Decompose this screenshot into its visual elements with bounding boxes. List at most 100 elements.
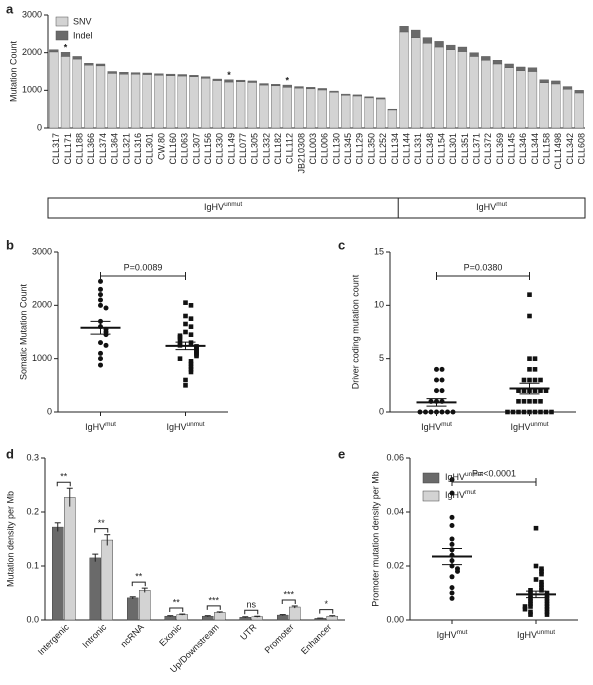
data-point <box>177 337 183 343</box>
data-point <box>188 316 194 321</box>
data-point <box>183 313 188 319</box>
data-point <box>521 409 527 415</box>
data-point <box>439 388 445 394</box>
data-point <box>538 377 543 383</box>
bar-segment <box>562 89 573 129</box>
data-point <box>98 292 103 298</box>
data-point <box>539 566 544 571</box>
sig-bracket <box>169 607 184 613</box>
x-tick-label: IgHVmut <box>421 421 452 432</box>
panel-label: c <box>338 237 345 252</box>
y-tick-label: 0.1 <box>26 560 39 570</box>
x-tick-label: UTR <box>238 622 259 643</box>
bar-segment <box>107 71 117 74</box>
x-tick-label: CLL351 <box>460 133 470 165</box>
bar-segment <box>84 64 94 129</box>
x-tick-label: Exonic <box>157 622 184 649</box>
bar-segment <box>130 73 141 129</box>
x-tick-label: IgHVunmut <box>166 421 204 432</box>
x-tick-label: CLL171 <box>63 133 73 165</box>
sig-label: ** <box>173 597 181 607</box>
x-tick-label: CLL252 <box>378 133 388 165</box>
label-sup: unmut <box>186 421 204 428</box>
x-tick-label: CLL342 <box>565 133 575 165</box>
bar <box>127 597 139 621</box>
data-point <box>538 388 543 393</box>
x-tick-label: CLL156 <box>203 133 213 165</box>
data-point <box>434 377 439 383</box>
y-tick-label: 0.00 <box>386 614 404 624</box>
y-tick-label: 3000 <box>22 9 42 19</box>
bar-segment <box>142 74 152 129</box>
x-tick-label: CLL145 <box>506 133 516 165</box>
y-axis-title: Mutation Count <box>8 40 18 102</box>
bar <box>176 614 188 621</box>
bar-segment <box>446 44 456 50</box>
y-tick-label: 0.0 <box>26 614 39 624</box>
label-sup: mut <box>465 489 476 496</box>
bar <box>214 612 226 621</box>
bar-segment <box>411 29 421 38</box>
panel-label: e <box>338 446 345 461</box>
data-point <box>532 388 538 393</box>
label-sup: unmut <box>537 629 555 636</box>
x-tick-label: CLL372 <box>483 133 493 165</box>
data-point <box>449 536 455 542</box>
data-point <box>449 590 455 596</box>
bar-segment <box>422 37 433 44</box>
y-tick-label: 0.2 <box>26 506 39 516</box>
y-tick-label: 0 <box>379 406 384 416</box>
data-point <box>417 409 423 415</box>
bar-segment <box>247 82 257 129</box>
data-point <box>188 364 194 369</box>
bar-segment <box>387 108 398 111</box>
data-point <box>439 377 445 383</box>
data-point <box>521 377 527 383</box>
data-point <box>532 399 538 404</box>
p-value: P=0.0380 <box>464 262 503 272</box>
data-point <box>544 604 550 609</box>
x-tick-label: CLL371 <box>471 133 481 165</box>
sig-bracket <box>206 605 221 610</box>
x-tick-label: CLL003 <box>308 133 318 165</box>
data-point <box>543 409 549 415</box>
data-point <box>528 590 533 596</box>
data-point <box>538 409 543 415</box>
x-tick-label: CLL1498 <box>553 133 563 170</box>
group-box <box>47 197 586 219</box>
bar-segment <box>341 95 351 129</box>
data-point <box>449 541 455 547</box>
legend-swatch <box>422 472 440 484</box>
data-point <box>449 514 455 520</box>
x-tick-label: CLL307 <box>191 133 201 165</box>
bar-segment <box>481 60 491 129</box>
p-value: P=<0.0001 <box>472 468 516 478</box>
data-point <box>103 342 109 348</box>
x-tick-label: Promoter <box>263 622 296 655</box>
data-point <box>423 409 428 415</box>
sig-label: ** <box>98 518 106 528</box>
bar-segment <box>154 75 164 129</box>
data-point <box>183 377 188 383</box>
y-axis-title: Mutation density per Mb <box>5 491 15 587</box>
y-axis-title: Promoter mutation density per Mb <box>370 471 380 607</box>
x-tick-label: Intronic <box>80 622 108 650</box>
x-tick-label: CLL608 <box>577 133 587 165</box>
data-point <box>527 313 532 319</box>
y-tick-label: 2000 <box>22 47 42 57</box>
bar-segment <box>434 46 444 129</box>
x-tick-label: IgHVunmut <box>510 421 548 432</box>
x-tick-label: CLL369 <box>495 133 505 165</box>
bar-segment <box>177 75 187 129</box>
bar-segment <box>329 92 339 129</box>
x-tick-label: CLL130 <box>331 133 341 165</box>
bar-segment <box>399 31 409 129</box>
bar-segment <box>119 73 129 129</box>
x-tick-label: CLL149 <box>226 133 236 165</box>
bar-segment <box>259 83 269 86</box>
label-text: IgHV <box>421 422 441 432</box>
bar-segment <box>60 56 71 129</box>
bar-segment <box>469 52 479 57</box>
data-point <box>439 366 445 372</box>
